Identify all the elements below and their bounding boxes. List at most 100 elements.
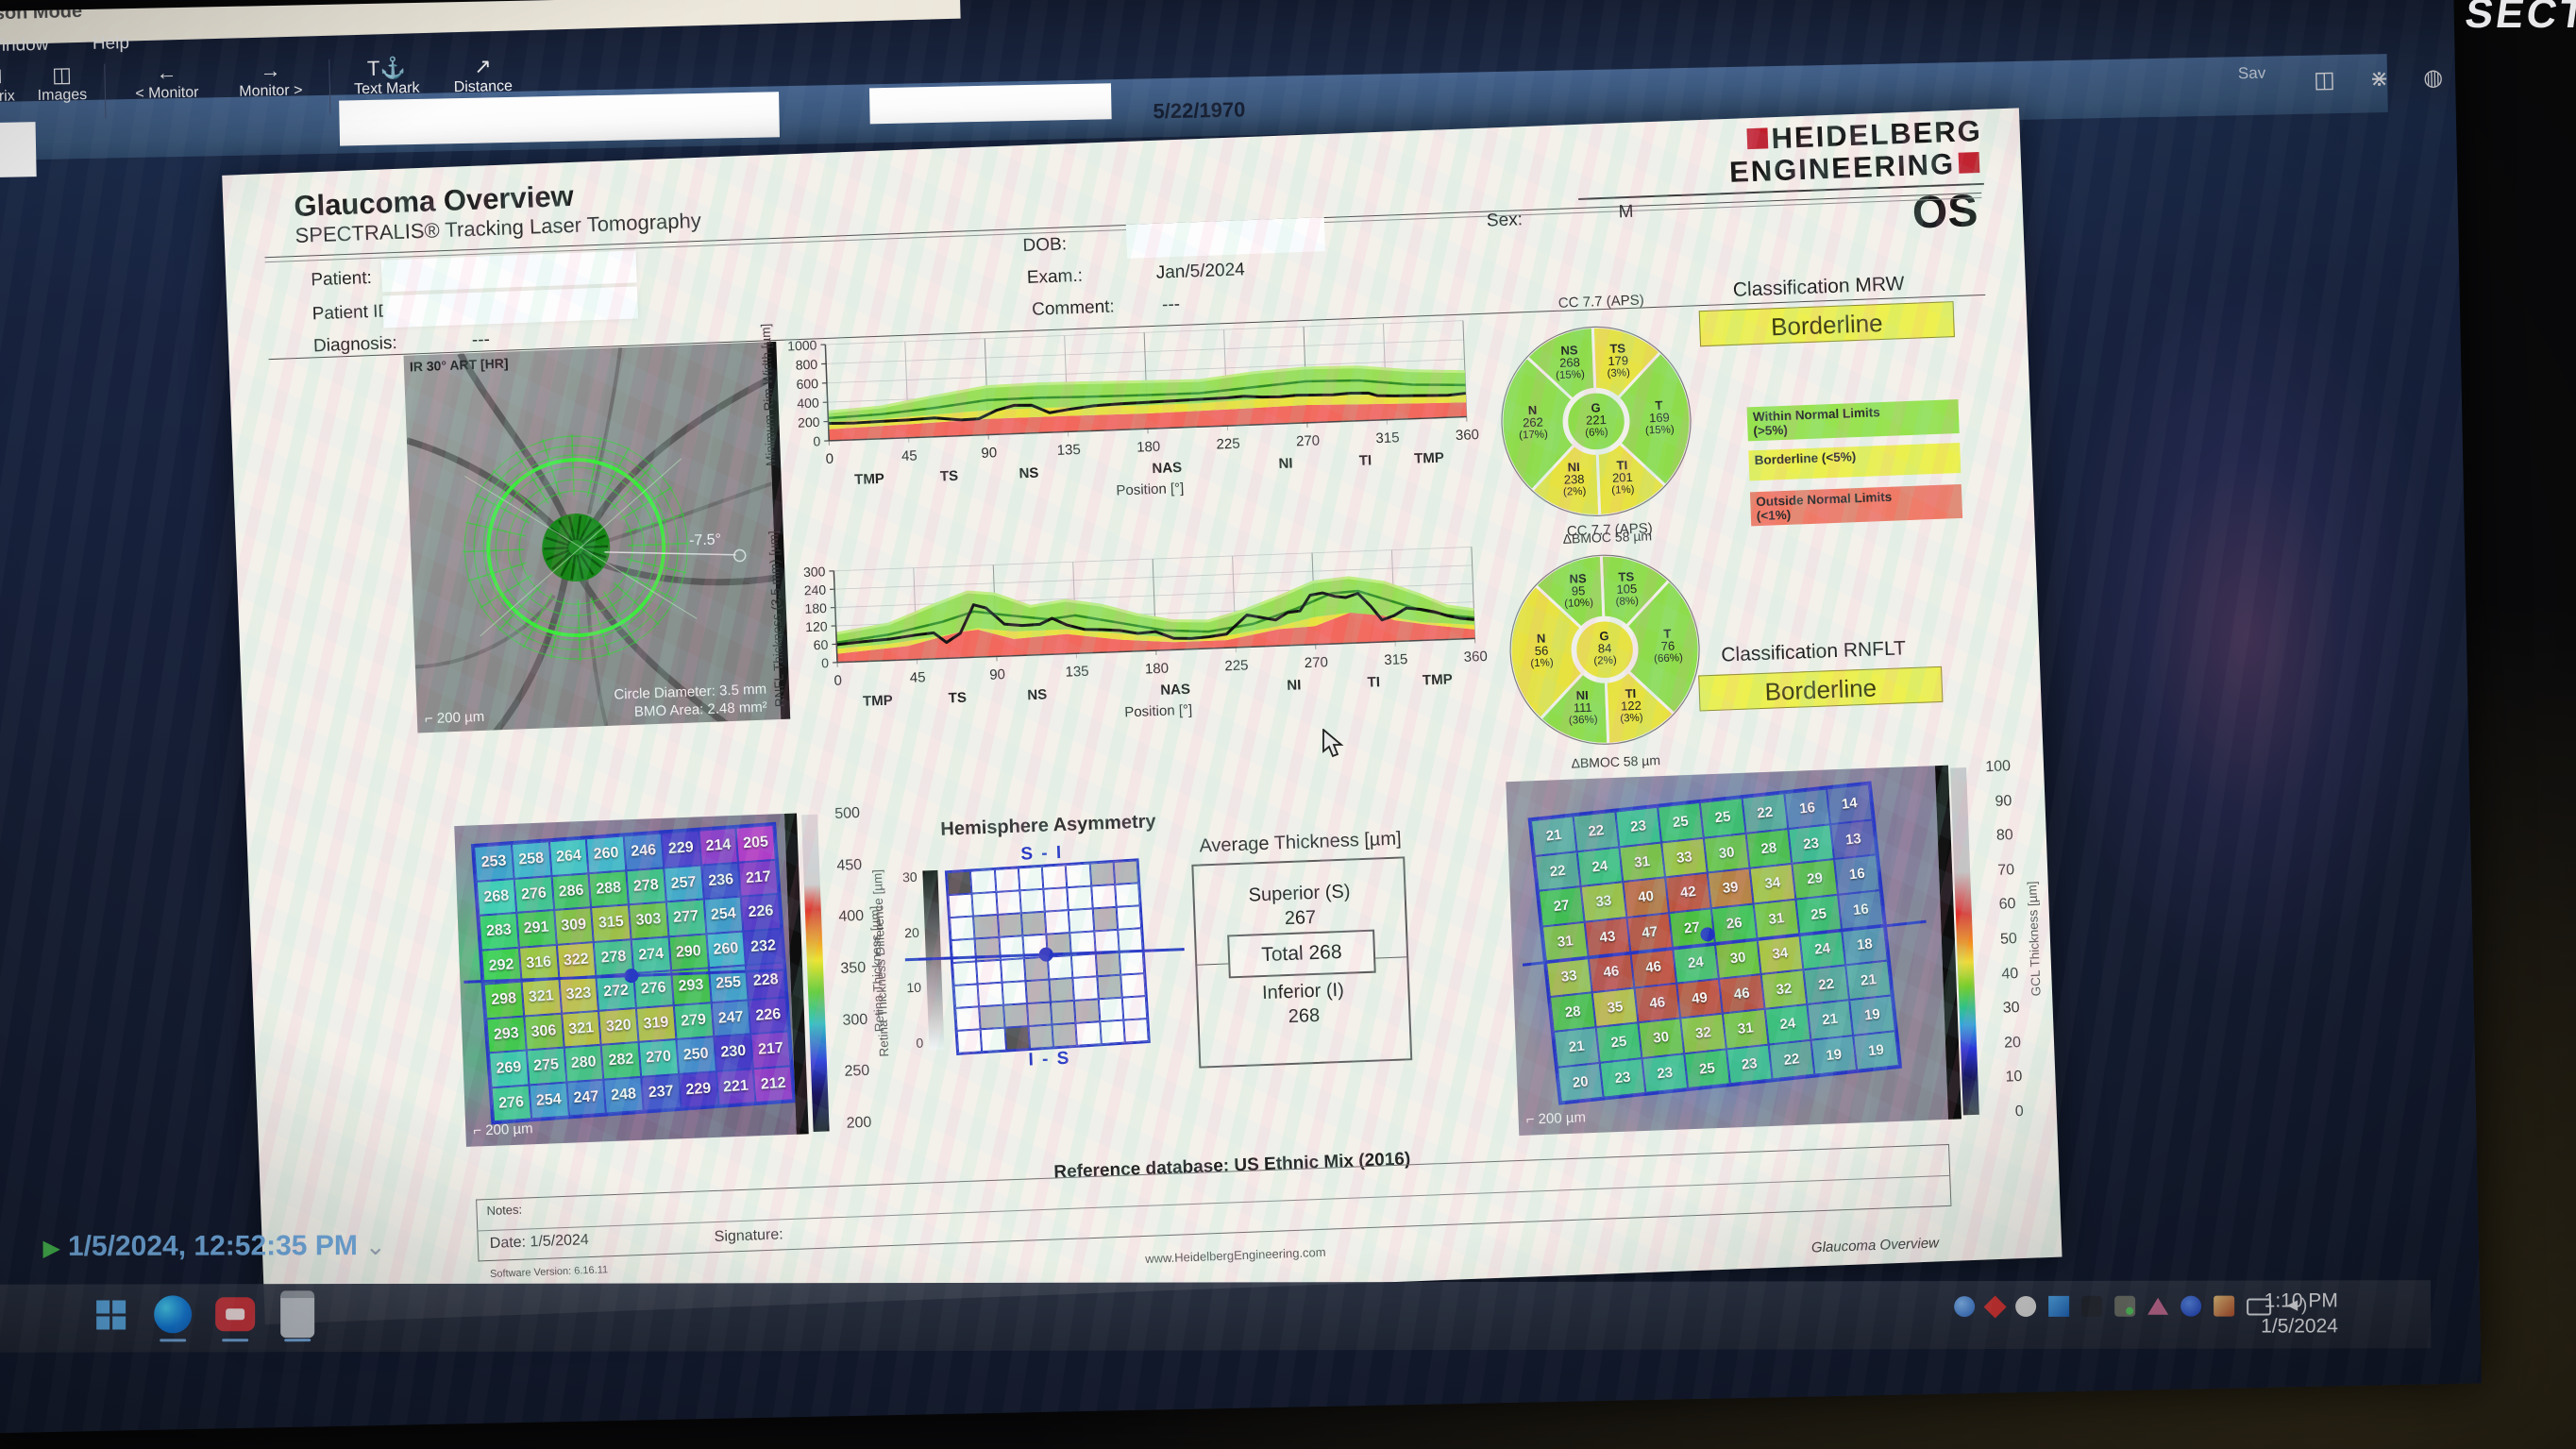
film-reel-icon[interactable]: ◍ [2422, 64, 2453, 92]
arrow-tray-icon[interactable] [2147, 1297, 2169, 1315]
svg-text:360: 360 [1463, 649, 1488, 666]
software-version: Software Version: 6.16.11 [489, 1264, 609, 1281]
map-cell: 246 [623, 833, 664, 870]
matrix-button[interactable]: ⊞ Matrix [0, 63, 24, 106]
hemisphere-cell [1052, 1022, 1078, 1048]
status-tray-icon[interactable] [2015, 1295, 2037, 1317]
start-button[interactable] [90, 1293, 131, 1335]
clipboard-app-icon[interactable] [277, 1290, 318, 1342]
menu-help[interactable]: Help [92, 33, 130, 54]
hemisphere-cell [1072, 976, 1099, 1001]
monitor-prev-icon: ← [156, 60, 177, 85]
images-label: Images [37, 86, 88, 105]
map-cell: 21 [1530, 816, 1577, 856]
hemisphere-title: Hemisphere Asymmetry [940, 811, 1156, 840]
map-cell: 236 [700, 862, 741, 900]
monitor-prev-button[interactable]: ← < Monitor [119, 59, 214, 103]
scale-tick: 250 [844, 1063, 870, 1081]
svg-text:1000: 1000 [787, 337, 817, 353]
hemisphere-bottom-label: I - S [1028, 1048, 1071, 1070]
globe-tray-icon[interactable] [1954, 1296, 1976, 1318]
photos-tray-icon[interactable] [2048, 1295, 2070, 1317]
redaction-box [0, 122, 37, 178]
map-cell: 31 [1753, 899, 1800, 939]
map-cell: 19 [1853, 1030, 1899, 1070]
map-cell: 205 [735, 824, 776, 863]
svg-text:NI238(2%): NI238(2%) [1562, 460, 1587, 498]
matrix-icon: ⊞ [0, 63, 3, 89]
map-cell: 19 [1810, 1035, 1858, 1075]
audio-waves-icon[interactable]: ⋇ [2369, 65, 2399, 93]
svg-text:45: 45 [910, 669, 926, 686]
average-thickness-title: Average Thickness [µm] [1199, 828, 1402, 857]
hemisphere-cell [1049, 977, 1075, 1003]
map-cell: 24 [1764, 1003, 1811, 1045]
bluetooth-tray-icon[interactable] [2180, 1295, 2202, 1317]
play-icon[interactable]: ▶ [42, 1235, 60, 1261]
display-layout-icon[interactable]: ◫ [2313, 66, 2346, 93]
sex-value: M [1618, 201, 1634, 223]
svg-text:G84(2%): G84(2%) [1592, 629, 1617, 667]
map-cell: 286 [551, 872, 592, 911]
svg-text:TMP: TMP [1423, 671, 1453, 688]
hemisphere-cell [1119, 951, 1145, 975]
map-cell: 32 [1680, 1013, 1726, 1053]
map-cell: 22 [1768, 1039, 1815, 1080]
map-cell: 212 [753, 1065, 794, 1104]
map-cell: 21 [1845, 960, 1892, 1001]
svg-text:NI111(36%): NI111(36%) [1568, 687, 1598, 726]
map-cell: 28 [1745, 828, 1793, 868]
map-cell: 277 [665, 899, 706, 936]
chevron-down-icon[interactable]: ⌄ [364, 1232, 386, 1261]
map-cell: 32 [1760, 969, 1808, 1009]
scale-tick: 90 [1995, 792, 2012, 810]
svg-text:400: 400 [797, 395, 819, 411]
map-cell: 22 [1573, 811, 1620, 851]
map-cell: 260 [586, 835, 627, 873]
edge-icon[interactable] [152, 1293, 194, 1342]
scale-tick: 20 [2003, 1034, 2022, 1052]
map-cell: 23 [1726, 1044, 1773, 1085]
svg-text:NS95(10%): NS95(10%) [1563, 571, 1593, 610]
redaction-box [380, 250, 637, 293]
notes-label: Notes: [486, 1202, 523, 1219]
text-mark-button[interactable]: T⚓ Text Mark [342, 56, 431, 99]
text-mark-icon: T⚓ [366, 56, 407, 81]
map-cell: 31 [1541, 921, 1589, 962]
clock-date: 1/5/2024 [2261, 1315, 2338, 1338]
distance-button[interactable]: ↗ Distance [440, 54, 526, 97]
monitor-next-button[interactable]: → Monitor > [223, 58, 318, 101]
map-cell: 28 [1549, 991, 1596, 1032]
snip-tray-icon[interactable] [2081, 1295, 2103, 1317]
svg-text:135: 135 [1065, 664, 1089, 681]
map-cell: 26 [1710, 902, 1758, 944]
retina-map-scale: ⌐ 200 µm [473, 1120, 533, 1139]
hemisphere-cell [1116, 905, 1142, 930]
svg-text:90: 90 [981, 445, 997, 462]
banner-save-label[interactable]: Sav [2237, 63, 2266, 83]
dob-label: DOB: [1022, 234, 1068, 257]
logo-red-square [1746, 127, 1769, 150]
scale-tick: 40 [2001, 965, 2019, 983]
redaction-box [1125, 217, 1326, 259]
taskbar-apps [90, 1290, 318, 1342]
map-cell: 214 [698, 827, 739, 866]
map-cell: 279 [673, 1002, 714, 1040]
timestamp-overlay[interactable]: ▶ 1/5/2024, 12:52:35 PM ⌄ [42, 1230, 385, 1263]
menu-window[interactable]: Window [0, 34, 49, 57]
antivirus-tray-icon[interactable] [1983, 1295, 2007, 1319]
background-window-titlebar[interactable]: parison Mode [0, 0, 961, 46]
sync-tray-icon[interactable] [2114, 1295, 2136, 1317]
hemisphere-cell [1069, 908, 1094, 934]
hemisphere-cell [995, 890, 1021, 915]
hemisphere-cell [1123, 1019, 1149, 1043]
map-cell: 321 [521, 978, 562, 1017]
map-cell: 25 [1684, 1048, 1730, 1089]
gallery-tray-icon[interactable] [2214, 1295, 2235, 1317]
heidelberg-app-icon[interactable] [214, 1293, 256, 1342]
taskbar-clock[interactable]: 1:10 PM 1/5/2024 [2261, 1288, 2338, 1339]
average-thickness-panel: Average Thickness [µm] Superior (S) 267 … [1187, 828, 1414, 1069]
images-button[interactable]: ◫ Images [28, 62, 95, 105]
map-cell: 31 [1619, 842, 1666, 883]
